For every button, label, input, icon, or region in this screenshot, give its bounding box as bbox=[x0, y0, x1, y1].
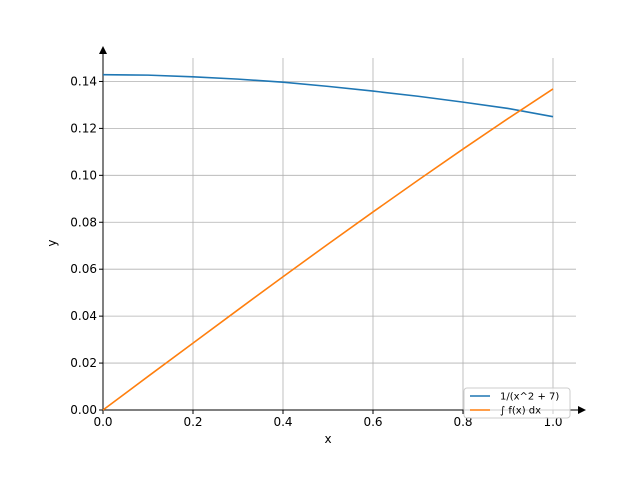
y-tick-label: 0.12 bbox=[70, 121, 97, 135]
legend-label: ∫ f(x) dx bbox=[500, 406, 541, 417]
series-line-2 bbox=[102, 88, 554, 411]
y-tick-label: 0.04 bbox=[70, 309, 97, 323]
x-tick-label: 0.6 bbox=[363, 415, 382, 429]
series-line-1 bbox=[102, 73, 554, 118]
legend-label: 1/(x^2 + 7) bbox=[500, 392, 559, 403]
y-tick-label: 0.14 bbox=[70, 74, 97, 88]
series-group bbox=[102, 73, 554, 411]
x-tick-label: 0.2 bbox=[183, 415, 202, 429]
y-axis-label: y bbox=[45, 239, 59, 246]
ticks: 0.0 0.2 0.4 0.6 0.8 1.00.000.020.040.060.080.… bbox=[70, 74, 562, 429]
x-tick-label: 0.4 bbox=[273, 415, 292, 429]
x-axis-arrow bbox=[578, 406, 586, 414]
y-tick-label: 0.00 bbox=[70, 403, 97, 417]
y-tick-label: 0.06 bbox=[70, 262, 97, 276]
y-tick-label: 0.08 bbox=[70, 215, 97, 229]
x-axis-label: x bbox=[324, 432, 331, 446]
legend: 1/(x^2 + 7) ∫ f(x) dx bbox=[463, 387, 571, 419]
y-axis-arrow bbox=[99, 46, 107, 54]
grid bbox=[103, 58, 576, 410]
x-tick-label: 0.0 bbox=[93, 415, 112, 429]
y-tick-label: 0.02 bbox=[70, 356, 97, 370]
y-tick-label: 0.10 bbox=[70, 168, 97, 182]
legend-box bbox=[463, 387, 571, 419]
